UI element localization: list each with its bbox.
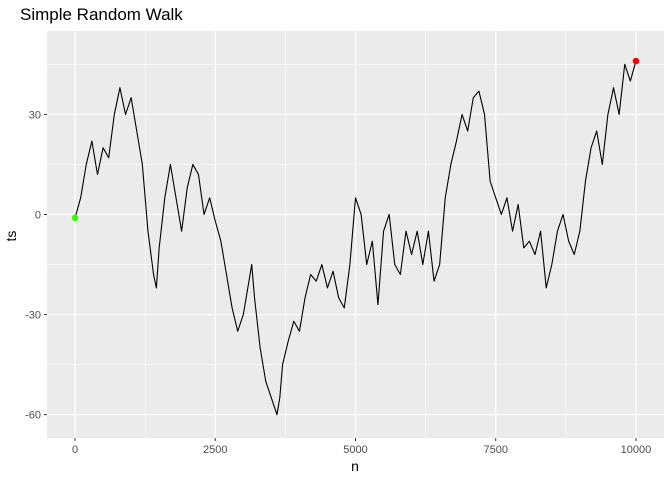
x-tick-label: 0	[72, 444, 78, 456]
y-tick-label: 30	[29, 109, 41, 121]
x-tick-label: 5000	[343, 444, 367, 456]
y-axis-title: ts	[3, 231, 19, 242]
series-line-layer	[74, 60, 637, 416]
endpoint-markers	[71, 57, 640, 222]
x-tick-label: 10000	[621, 444, 652, 456]
x-axis-title: n	[351, 458, 359, 474]
y-tick-label: -30	[25, 310, 41, 322]
y-tick-label: -60	[25, 410, 41, 422]
x-tick-label: 7500	[483, 444, 507, 456]
y-tick-label: 0	[35, 209, 41, 221]
major-gridlines	[47, 31, 664, 438]
y-axis-ticks: -60 -30 0 30	[25, 109, 47, 422]
end-point-marker	[632, 57, 640, 65]
series-line	[74, 60, 637, 416]
chart-title: Simple Random Walk	[20, 5, 183, 24]
start-point-marker	[71, 214, 79, 222]
x-tick-label: 2500	[203, 444, 227, 456]
x-axis-ticks: 0 2500 5000 7500 10000	[72, 438, 651, 456]
